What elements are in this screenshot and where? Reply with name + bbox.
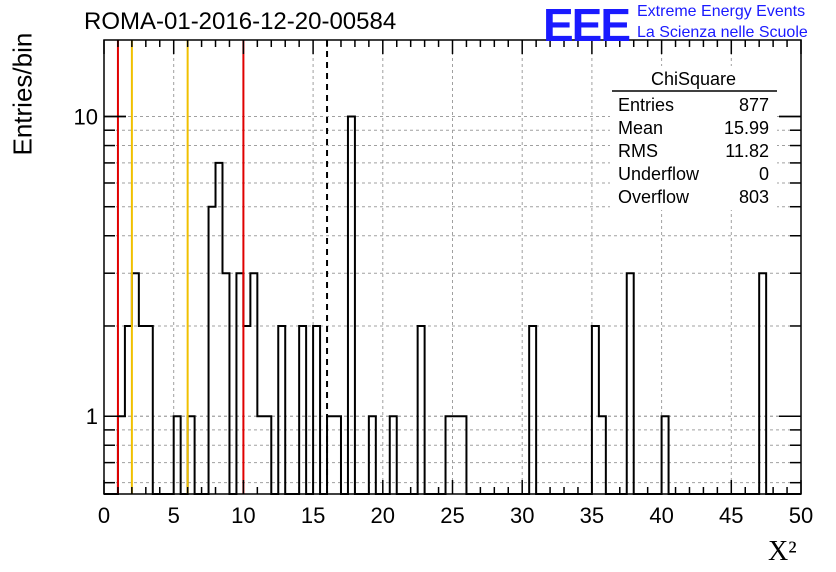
stats-row-value: 803 [739, 187, 769, 207]
stats-row-value: 877 [739, 95, 769, 115]
histogram-bin [139, 326, 146, 494]
histogram-bin [236, 273, 243, 494]
histogram-bin [313, 326, 320, 494]
run-title: ROMA-01-2016-12-20-00584 [84, 8, 397, 35]
x-tick-label: 50 [789, 503, 813, 528]
histogram-bin [174, 416, 181, 494]
histogram-bin [459, 416, 466, 494]
histogram-bin [118, 416, 125, 494]
stats-row-value: 11.82 [725, 141, 769, 161]
logo-subtitle-1: Extreme Energy Events [637, 3, 806, 20]
stats-row-label: Overflow [618, 187, 690, 207]
histogram-bin [529, 326, 536, 494]
stats-row-label: Entries [618, 95, 674, 115]
histogram-bin [222, 273, 229, 494]
x-tick-label: 20 [371, 503, 395, 528]
x-tick-label: 25 [440, 503, 464, 528]
x-tick-label: 15 [301, 503, 325, 528]
histogram-bin [599, 416, 606, 494]
histogram-bin [348, 117, 355, 494]
histogram-bin [369, 416, 376, 494]
histogram-bin [146, 326, 153, 494]
histogram-bin [278, 326, 285, 494]
histogram-bin [209, 207, 216, 494]
stats-row-label: RMS [618, 141, 658, 161]
eee-logo: EEE [543, 0, 631, 51]
x-tick-label: 30 [510, 503, 534, 528]
histogram-bin [250, 273, 257, 494]
histogram-bin [446, 416, 453, 494]
stats-row-value: 15.99 [724, 118, 769, 138]
histogram-bin [453, 416, 460, 494]
histogram-bin [243, 326, 250, 494]
logo-subtitle-2: La Scienza nelle Scuole [637, 24, 808, 41]
x-tick-label: 5 [168, 503, 180, 528]
stats-row-label: Mean [618, 118, 663, 138]
histogram-bin [257, 416, 264, 494]
x-tick-label: 0 [98, 503, 110, 528]
histogram-bin [390, 416, 397, 494]
histogram-bin [264, 416, 271, 494]
x-tick-label: 45 [719, 503, 743, 528]
histogram-bin [216, 163, 223, 494]
x-axis-label: X² [768, 536, 797, 567]
x-tick-label: 40 [649, 503, 673, 528]
histogram-bin [592, 326, 599, 494]
histogram-bin [132, 273, 139, 494]
histogram-bin [662, 416, 669, 494]
histogram-bin [327, 416, 334, 494]
histogram-bin [125, 326, 132, 494]
histogram-bin [418, 326, 425, 494]
histogram-bin [334, 416, 341, 494]
stats-row-value: 0 [759, 164, 769, 184]
stats-title: ChiSquare [651, 69, 736, 89]
histogram-bin [627, 273, 634, 494]
stats-row-label: Underflow [618, 164, 700, 184]
histogram-bin [759, 273, 766, 494]
x-tick-label: 10 [231, 503, 255, 528]
histogram-bin [188, 416, 195, 494]
stats-box [610, 66, 777, 210]
y-tick-label: 10 [74, 105, 98, 130]
y-axis-label: Entries/bin [7, 32, 38, 156]
y-tick-label: 1 [86, 404, 98, 429]
histogram-bin [299, 326, 306, 494]
x-tick-label: 35 [580, 503, 604, 528]
